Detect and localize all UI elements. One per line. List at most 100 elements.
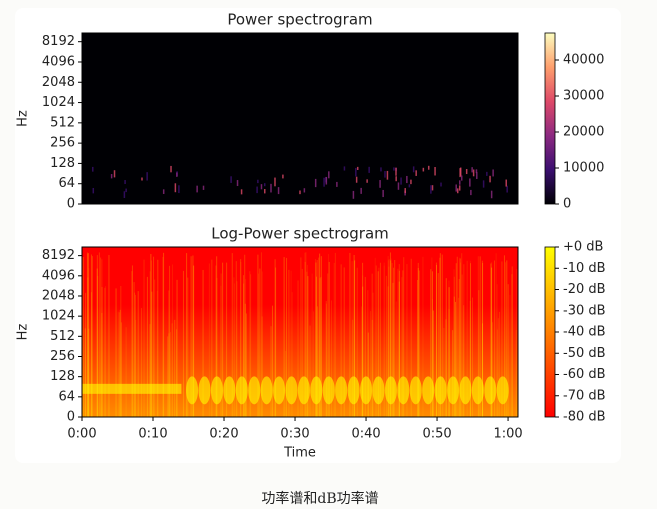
spectrogram-texture (277, 187, 280, 195)
colorbar-tick-label: -50 dB (563, 346, 606, 361)
spectrogram-texture (220, 285, 222, 417)
y-tick-label: 64 (58, 389, 75, 404)
spectrogram-texture (318, 257, 320, 417)
spectrogram-texture (460, 175, 463, 181)
spectrogram-texture (484, 376, 497, 405)
spectrogram-texture (220, 273, 222, 417)
spectrogram-texture (192, 255, 194, 417)
spectrogram-texture (455, 263, 457, 417)
spectrogram-texture (285, 376, 298, 405)
spectrogram-texture (240, 259, 242, 417)
spectrogram-texture (290, 270, 292, 417)
spectrogram-texture (471, 167, 473, 173)
spectrogram-texture (257, 254, 259, 417)
spectrogram-texture (198, 376, 211, 405)
spectrogram-texture (408, 184, 411, 188)
spectrogram-texture (310, 376, 323, 405)
spectrogram-texture (463, 264, 465, 417)
spectrogram-texture (384, 171, 386, 178)
spectrogram-texture (170, 332, 172, 417)
spectrogram-texture (431, 271, 433, 417)
spectrogram-texture (427, 165, 430, 170)
spectrogram-texture (315, 276, 317, 417)
spectrogram-texture (322, 376, 335, 405)
y-tick-label: 256 (50, 349, 75, 364)
spectrogram-texture (108, 254, 110, 417)
spectrogram-texture (149, 271, 151, 417)
spectrogram-texture (456, 256, 458, 417)
spectrogram-texture (448, 280, 450, 417)
spectrogram-texture (461, 253, 463, 417)
spectrogram-texture (461, 274, 463, 417)
spectrogram-texture (163, 252, 165, 417)
spectrogram-texture (315, 259, 317, 417)
spectrogram-texture (118, 312, 120, 417)
spectrogram-texture (313, 311, 315, 417)
spectrogram-texture (134, 294, 136, 417)
x-tick-label: 0:40 (351, 427, 380, 442)
spectrogram-texture (400, 177, 402, 185)
spectrogram-texture (320, 256, 322, 417)
spectrogram-texture (235, 261, 237, 417)
spectrogram-texture (390, 260, 392, 417)
spectrogram-texture (325, 176, 328, 185)
spectrogram-texture (459, 258, 461, 417)
spectrogram-texture (511, 266, 513, 417)
spectrogram-texture (491, 267, 493, 417)
spectrogram-texture (378, 267, 380, 417)
spectrogram-texture (506, 185, 508, 193)
spectrogram-texture (100, 257, 102, 417)
spectrogram-texture (482, 180, 485, 188)
spectrogram-texture (466, 260, 468, 417)
spectrogram-texture (367, 332, 369, 417)
spectrogram-texture (455, 301, 457, 417)
spectrogram-texture (223, 376, 236, 405)
spectrogram-texture (443, 327, 445, 417)
y-tick-label: 512 (50, 115, 75, 130)
spectrogram-texture (182, 270, 184, 417)
spectrogram-texture (418, 270, 420, 417)
spectrogram-texture (352, 319, 354, 417)
spectrogram-texture (119, 309, 121, 417)
spectrogram-texture (453, 276, 455, 417)
spectrogram-texture (273, 376, 286, 405)
spectrogram-texture (397, 268, 399, 417)
spectrogram-texture (131, 265, 133, 417)
spectrogram-texture (385, 275, 387, 417)
spectrogram-texture (305, 252, 307, 417)
spectrogram-texture (492, 169, 494, 177)
spectrogram-texture (104, 287, 106, 417)
spectrogram-texture (374, 257, 376, 417)
spectrogram-texture (410, 258, 412, 417)
spectrogram-texture (453, 296, 455, 417)
caption: 功率谱和dB功率谱 (261, 491, 379, 507)
spectrogram-texture (176, 329, 178, 417)
spectrogram-texture (505, 179, 507, 187)
spectrogram-texture (469, 263, 471, 417)
spectrogram-texture (311, 273, 313, 417)
spectrogram-texture (403, 257, 405, 417)
colorbar-tick-label: 30000 (563, 89, 604, 104)
spectrogram-texture (304, 252, 306, 417)
spectrogram-texture (453, 269, 455, 417)
spectrogram-texture (168, 290, 170, 417)
spectrogram-texture (516, 269, 518, 417)
spectrogram-texture (178, 185, 180, 194)
spectrogram-texture (432, 310, 434, 417)
spectrogram-texture (361, 306, 363, 417)
spectrogram-texture (304, 261, 306, 417)
spectrogram-texture (491, 267, 493, 417)
spectrogram-texture (143, 259, 145, 417)
spectrogram-texture (113, 170, 116, 178)
spectrogram-texture (379, 262, 381, 417)
spectrogram-texture (154, 279, 156, 417)
spectrogram-texture (375, 265, 377, 417)
spectrogram-texture (96, 255, 98, 417)
spectrogram-texture (397, 376, 410, 405)
spectrogram-texture (380, 167, 382, 172)
spectrogram-texture (347, 376, 360, 405)
spectrogram-texture (397, 182, 400, 190)
spectrogram-texture (243, 283, 245, 417)
spectrogram-texture (398, 270, 400, 417)
spectrogram-texture (366, 179, 368, 183)
